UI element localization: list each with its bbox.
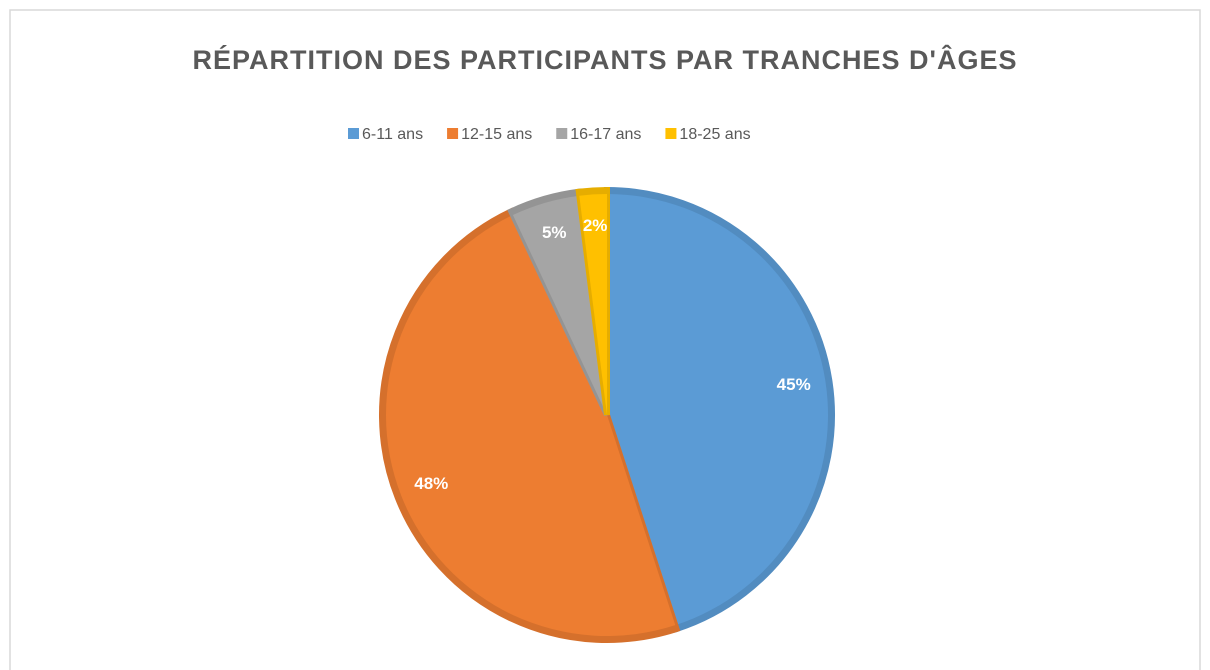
data-label: 5% — [542, 223, 567, 242]
legend-label: 18-25 ans — [679, 126, 750, 143]
pie-slice-face — [385, 215, 676, 637]
chart-title: RÉPARTITION DES PARTICIPANTS PAR TRANCHE… — [193, 44, 1018, 75]
legend-label: 16-17 ans — [570, 126, 641, 143]
data-label: 48% — [414, 474, 448, 493]
data-label: 45% — [777, 375, 811, 394]
legend-label: 12-15 ans — [461, 126, 532, 143]
legend-swatch — [348, 128, 359, 139]
pie-slice-face — [607, 194, 828, 626]
legend-swatch — [447, 128, 459, 139]
legend-swatch — [665, 128, 677, 139]
legend-swatch — [556, 128, 568, 139]
data-label: 2% — [583, 216, 608, 235]
legend-label: 6-11 ans — [362, 126, 423, 143]
pie-slice-face — [579, 194, 607, 415]
